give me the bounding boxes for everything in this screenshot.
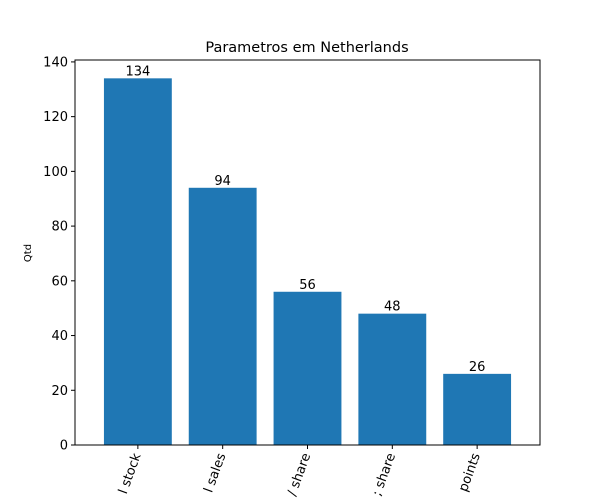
bar-value-label-1: 94 [214, 174, 231, 189]
y-tick-label-2: 40 [51, 329, 68, 344]
bar-value-label-0: 134 [125, 64, 150, 79]
bar-2 [273, 291, 342, 445]
x-tick-label-2: / share [285, 451, 314, 498]
chart-title: Parametros em Netherlands [205, 40, 408, 56]
y-tick-label-1: 20 [51, 384, 68, 399]
plot-frame [74, 59, 541, 446]
bar-3 [358, 313, 427, 445]
x-tick-label-1: l sales [201, 451, 229, 495]
y-tick-label-4: 80 [51, 220, 68, 235]
bar-value-label-4: 26 [469, 360, 486, 375]
y-axis-label: Qtd [23, 244, 34, 262]
y-tick-label-7: 140 [43, 55, 68, 70]
x-tick-label-4: points [456, 451, 484, 494]
bar-value-label-2: 56 [299, 278, 316, 293]
x-axis: l stock l sales / share ; share points [116, 445, 484, 498]
y-tick-label-3: 60 [51, 274, 68, 289]
bars-group [103, 78, 512, 445]
bar-4 [443, 373, 512, 445]
bar-0 [103, 78, 172, 445]
y-tick-label-5: 100 [43, 165, 68, 180]
y-tick-label-0: 0 [60, 439, 68, 454]
bar-value-labels: 134 94 56 48 26 [125, 64, 485, 375]
x-tick-label-0: l stock [116, 451, 145, 496]
x-tick-label-3: ; share [370, 451, 399, 498]
bar-value-label-3: 48 [384, 300, 401, 315]
y-tick-label-6: 120 [43, 110, 68, 125]
y-axis: 0 20 40 60 80 100 120 140 [43, 55, 75, 454]
bar-1 [188, 187, 257, 445]
